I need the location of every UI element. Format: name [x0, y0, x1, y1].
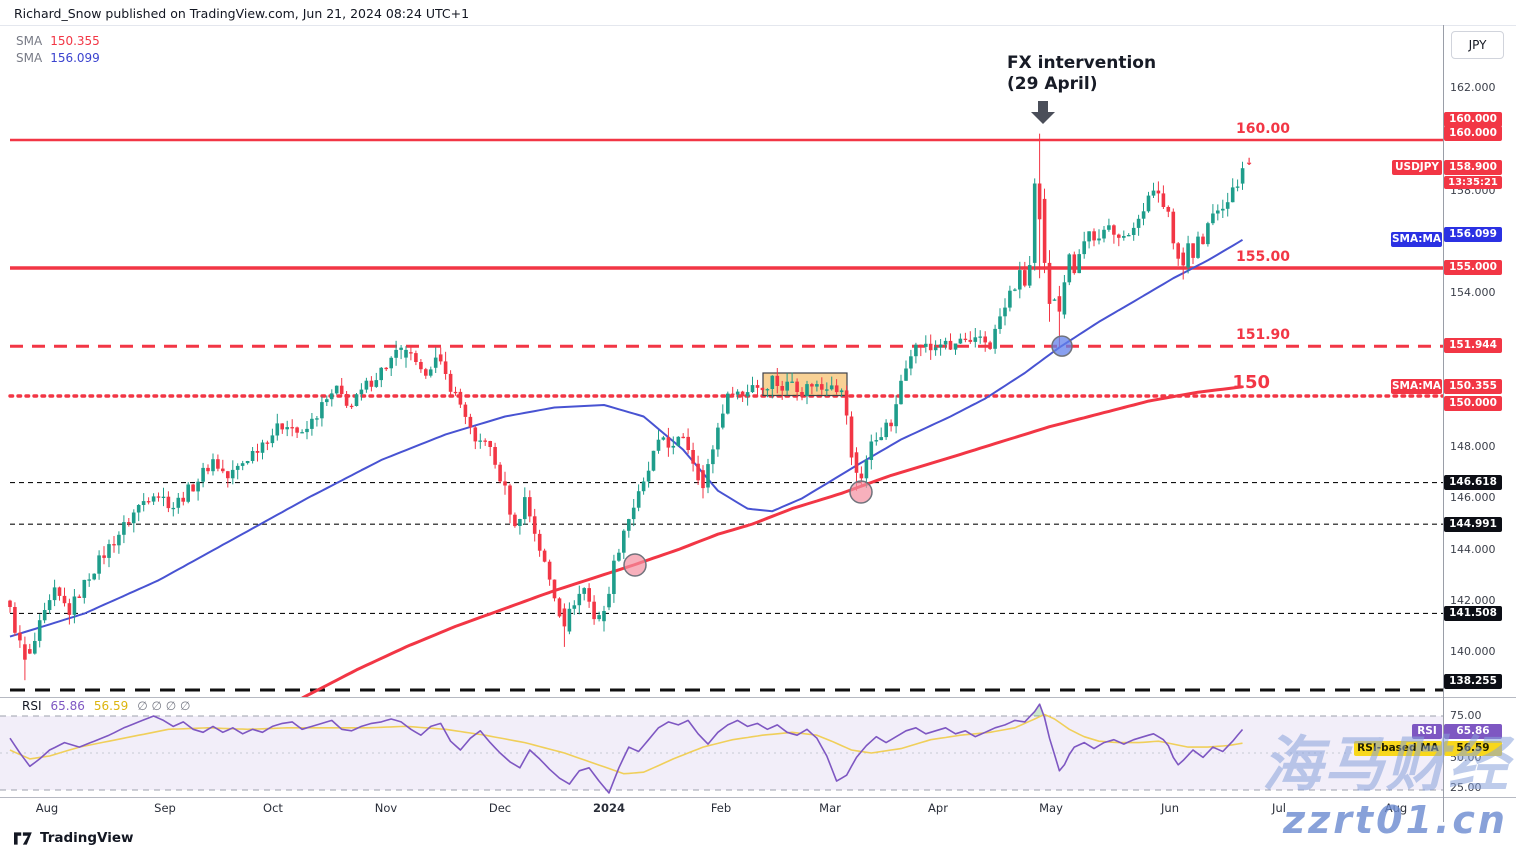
- currency-unit-button[interactable]: JPY: [1451, 31, 1504, 59]
- tradingview-attribution-link[interactable]: TradingView: [14, 830, 134, 846]
- fx-intervention-annotation: FX intervention (29 April): [1007, 53, 1156, 95]
- time-axis-label: 2024: [592, 801, 626, 815]
- price-axis-label: 148.000: [1450, 440, 1496, 453]
- rsi-axis-badge: 65.86: [1444, 724, 1502, 739]
- price-axis-badge: 158.900: [1444, 160, 1502, 175]
- rsi-ma-value: 56.59: [93, 699, 129, 713]
- sma-label: SMA: [16, 51, 43, 65]
- price-axis-badge: 160.000: [1444, 126, 1502, 141]
- price-axis-label: 140.000: [1450, 645, 1496, 658]
- series-label-chip: USDJPY: [1392, 160, 1442, 175]
- level-label: 155.00: [1235, 249, 1290, 265]
- time-axis-label: Oct: [263, 801, 283, 815]
- series-label-chip: SMA:MA: [1391, 379, 1442, 394]
- rsi-label-chip: RSI: [1412, 724, 1442, 739]
- price-axis-badge: 150.355: [1444, 379, 1502, 394]
- price-pane[interactable]: [8, 101, 1443, 698]
- legend-sma-blue[interactable]: SMA 156.099: [16, 51, 100, 65]
- sma-blue-value: 156.099: [50, 51, 100, 65]
- price-axis-badge: 146.618: [1444, 475, 1502, 490]
- time-axis-label: Aug: [1384, 801, 1408, 815]
- price-axis-badge: 160.000: [1444, 112, 1502, 127]
- price-axis-badge: 144.991: [1444, 517, 1502, 532]
- legend-sma-red[interactable]: SMA 150.355: [16, 34, 100, 48]
- time-axis-label: May: [1039, 801, 1063, 815]
- time-axis-label: Dec: [488, 801, 512, 815]
- rsi-axis-badge: 56.59: [1444, 741, 1502, 756]
- highlight-circle: [623, 553, 647, 577]
- time-axis-label: Feb: [710, 801, 732, 815]
- price-axis-label: 142.000: [1450, 594, 1496, 607]
- level-label: 150: [1232, 372, 1270, 393]
- price-axis-border: [1443, 25, 1444, 822]
- down-arrow-icon: [1038, 101, 1048, 112]
- last-bar-marker-icon: ↓: [1245, 157, 1254, 168]
- price-axis-badge: 151.944: [1444, 338, 1502, 353]
- timeline-separator: [0, 797, 1516, 798]
- header-divider: [0, 25, 1516, 26]
- time-axis-label: Sep: [154, 801, 176, 815]
- annotation-line1: FX intervention: [1007, 53, 1157, 73]
- rsi-pane[interactable]: [0, 703, 1443, 794]
- price-axis-label: 162.000: [1450, 81, 1496, 94]
- time-axis-label: Mar: [819, 801, 841, 815]
- rsi-empty-slots: ∅ ∅ ∅ ∅: [137, 699, 191, 713]
- rsi-legend[interactable]: RSI 65.86 56.59 ∅ ∅ ∅ ∅: [22, 699, 190, 713]
- level-label: 151.90: [1235, 327, 1290, 344]
- rsi-label-chip: RSI-based MA: [1354, 741, 1442, 756]
- price-axis-label: 144.000: [1450, 543, 1496, 556]
- highlight-circle: [1051, 335, 1073, 357]
- pane-separator[interactable]: [0, 697, 1516, 698]
- price-axis-badge: 141.508: [1444, 606, 1502, 621]
- rsi-value: 65.86: [50, 699, 85, 713]
- price-axis-badge: 155.000: [1444, 260, 1502, 275]
- time-axis-label: Jul: [1272, 801, 1286, 815]
- rsi-axis-label: 25.00: [1450, 781, 1482, 794]
- sma-red-value: 150.355: [50, 34, 100, 48]
- attribution-bar: Richard_Snow published on TradingView.co…: [14, 6, 469, 21]
- level-label: 160.00: [1235, 121, 1290, 137]
- time-axis-label: Aug: [35, 801, 59, 815]
- brand-text: TradingView: [40, 830, 134, 846]
- highlight-circle: [849, 480, 873, 504]
- time-axis-label: Jun: [1161, 801, 1179, 815]
- annotation-line2: (29 April): [1007, 74, 1098, 94]
- tradingview-logo-icon: [14, 831, 32, 845]
- price-axis-label: 154.000: [1450, 286, 1496, 299]
- price-axis-label: 146.000: [1450, 491, 1496, 504]
- price-axis-badge: 156.099: [1444, 227, 1502, 242]
- series-label-chip: SMA:MA: [1391, 232, 1442, 247]
- down-arrow-icon: [1031, 112, 1055, 124]
- time-axis-label: Nov: [374, 801, 398, 815]
- rsi-label: RSI: [22, 699, 42, 713]
- rsi-axis-label: 75.00: [1450, 709, 1482, 722]
- time-axis-label: Apr: [928, 801, 948, 815]
- price-axis-badge: 150.000: [1444, 396, 1502, 411]
- sma-label: SMA: [16, 34, 43, 48]
- attribution-text: Richard_Snow published on TradingView.co…: [14, 6, 470, 21]
- price-axis-badge: 13:35:21: [1444, 176, 1502, 189]
- price-axis-badge: 138.255: [1444, 674, 1502, 689]
